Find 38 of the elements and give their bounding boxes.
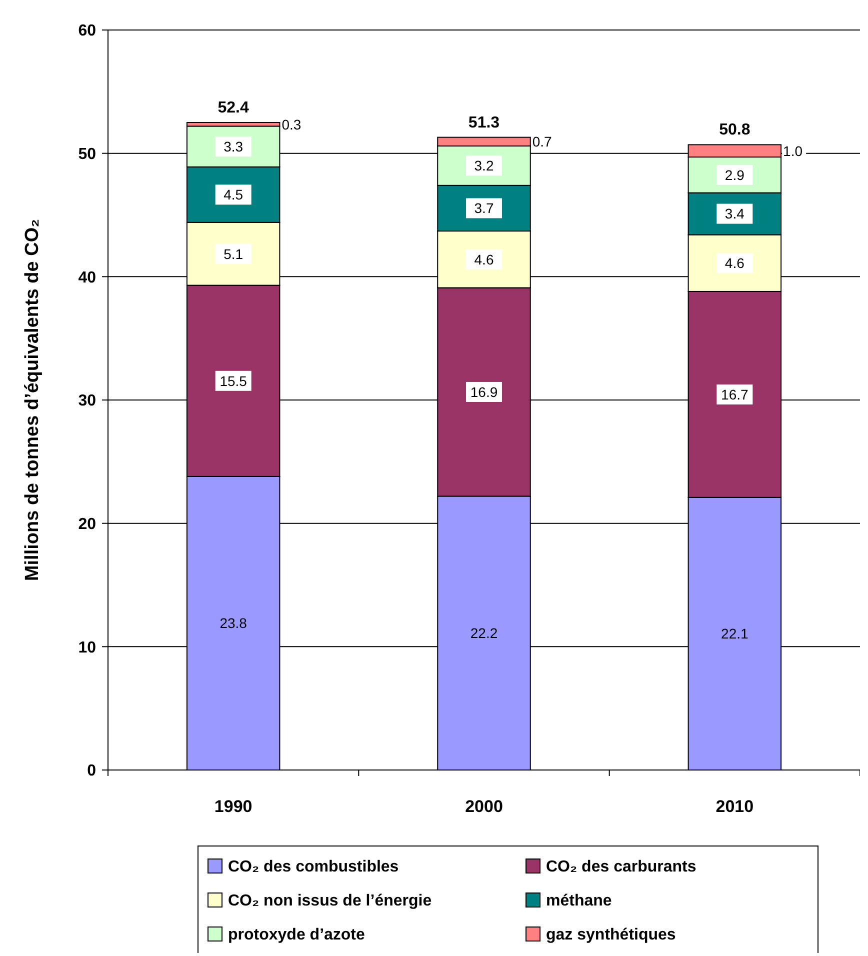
- data-label: 0.3: [282, 116, 302, 132]
- legend-label: CO₂ des combustibles: [228, 858, 399, 876]
- y-tick-label: 40: [78, 269, 96, 286]
- legend-label: méthane: [546, 892, 612, 910]
- data-label: 4.6: [724, 255, 745, 271]
- legend-label: protoxyde d’azote: [228, 926, 366, 944]
- data-label: 23.8: [220, 615, 248, 632]
- y-tick-label: 0: [87, 762, 96, 780]
- legend-label: gaz synthétiques: [546, 926, 676, 944]
- data-label: 22.2: [470, 625, 498, 641]
- x-tick-label: 2000: [465, 797, 503, 816]
- y-tick-label: 20: [78, 516, 96, 533]
- data-label: 5.1: [224, 246, 244, 262]
- x-tick-label: 1990: [214, 797, 252, 816]
- data-label: 16.9: [470, 384, 498, 400]
- data-label: 1.0: [783, 142, 803, 159]
- data-label: 4.5: [224, 186, 244, 203]
- total-label: 52.4: [218, 100, 250, 116]
- legend-label: CO₂ des carburants: [546, 858, 696, 876]
- data-label: 2.9: [724, 166, 745, 183]
- data-label: 3.7: [474, 200, 494, 216]
- y-axis-title: Millions de tonnes d’équivalents de CO₂: [22, 218, 43, 582]
- legend-label: CO₂ non issus de l’énergie: [228, 892, 432, 910]
- data-label: 15.5: [220, 372, 248, 389]
- data-label: 0.7: [532, 134, 552, 150]
- total-label: 51.3: [468, 114, 500, 132]
- data-label: 22.1: [721, 626, 749, 642]
- data-label: 3.4: [724, 206, 745, 222]
- y-tick-label: 50: [78, 146, 96, 163]
- total-label: 50.8: [719, 122, 750, 139]
- y-tick-label: 30: [78, 392, 96, 410]
- data-label: 3.3: [224, 138, 244, 154]
- data-label: 16.7: [721, 386, 749, 402]
- data-label: 3.2: [474, 158, 494, 174]
- y-tick-label: 10: [78, 639, 96, 656]
- y-tick-label: 60: [78, 22, 96, 40]
- x-tick-label: 2010: [716, 797, 754, 816]
- data-label: 4.6: [474, 251, 494, 268]
